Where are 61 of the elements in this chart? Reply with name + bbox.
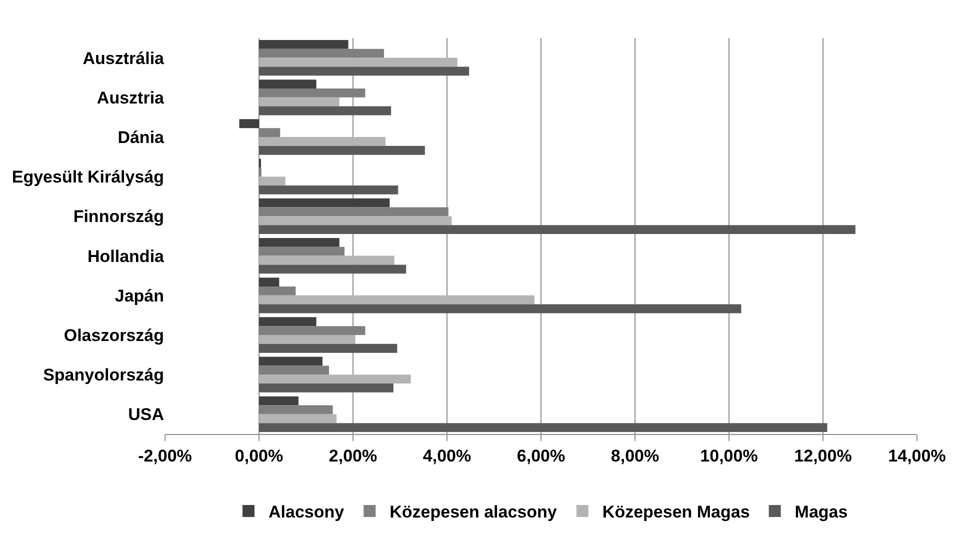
legend-label: Alacsony bbox=[268, 502, 345, 522]
bar bbox=[259, 295, 534, 304]
bar bbox=[259, 366, 330, 375]
legend-label: Magas bbox=[794, 502, 848, 522]
bar bbox=[259, 286, 296, 296]
bar bbox=[259, 58, 458, 67]
x-tick-label: 14,00% bbox=[888, 446, 946, 466]
y-tick-label: Hollandia bbox=[87, 246, 165, 266]
bar bbox=[259, 317, 316, 326]
bar bbox=[259, 423, 828, 432]
bar bbox=[259, 88, 366, 98]
bar bbox=[259, 97, 340, 106]
x-tick-label: 2,00% bbox=[328, 446, 378, 466]
bar bbox=[259, 344, 398, 353]
y-tick-label: Ausztrália bbox=[82, 48, 165, 68]
bar bbox=[259, 176, 286, 186]
bar bbox=[259, 374, 411, 384]
y-tick-label: Olaszország bbox=[64, 326, 164, 345]
bar bbox=[259, 48, 384, 58]
x-tick-label: 12,00% bbox=[794, 446, 852, 466]
bar bbox=[259, 246, 345, 256]
bar bbox=[259, 264, 406, 274]
x-tick-label: -2,00% bbox=[138, 446, 192, 466]
y-tick-label: Dánia bbox=[118, 128, 165, 147]
legend-label: Közepesen alacsony bbox=[390, 502, 558, 522]
bar bbox=[259, 384, 394, 392]
y-tick-label: Egyesült Királyság bbox=[12, 168, 164, 187]
y-tick-label: Spanyolország bbox=[43, 366, 164, 385]
x-tick-label: 4,00% bbox=[422, 446, 472, 466]
bar bbox=[259, 405, 333, 414]
bar bbox=[259, 207, 448, 216]
x-tick-label: 6,00% bbox=[516, 446, 566, 466]
bar bbox=[259, 198, 390, 208]
bar bbox=[259, 238, 340, 247]
bar bbox=[259, 216, 452, 226]
bar bbox=[259, 40, 348, 49]
bar bbox=[259, 80, 316, 88]
bar bbox=[259, 335, 356, 344]
bar bbox=[259, 278, 280, 286]
bar bbox=[259, 414, 337, 424]
x-tick-label: 0,00% bbox=[234, 446, 284, 466]
x-tick-label: 10,00% bbox=[700, 446, 758, 466]
y-tick-label: Ausztria bbox=[96, 88, 165, 108]
y-tick-label: USA bbox=[128, 405, 164, 424]
bar bbox=[259, 66, 470, 76]
bar bbox=[259, 146, 425, 155]
bar bbox=[259, 128, 280, 137]
bar bbox=[239, 119, 259, 128]
bar bbox=[259, 137, 386, 146]
bar bbox=[259, 225, 856, 234]
bar bbox=[259, 326, 366, 335]
bar bbox=[259, 356, 322, 366]
bar bbox=[259, 106, 392, 116]
y-tick-label: Japán bbox=[114, 286, 164, 306]
legend-label: Közepesen Magas bbox=[602, 502, 750, 522]
y-tick-label: Finnország bbox=[73, 207, 164, 226]
bar bbox=[259, 186, 398, 194]
bar bbox=[259, 396, 298, 406]
x-tick-label: 8,00% bbox=[610, 446, 660, 466]
bar bbox=[259, 304, 742, 314]
bar bbox=[259, 256, 394, 265]
